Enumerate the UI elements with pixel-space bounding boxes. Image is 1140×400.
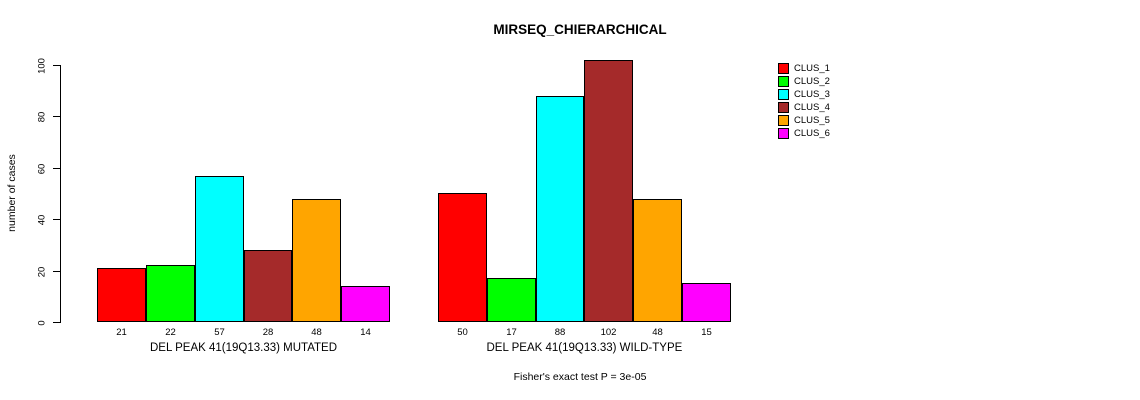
bar-value-label: 102 bbox=[600, 327, 617, 338]
bar bbox=[536, 96, 584, 322]
bar bbox=[633, 199, 682, 322]
bar-value-label: 21 bbox=[116, 327, 127, 338]
y-tick-label: 60 bbox=[36, 163, 48, 174]
y-tick bbox=[53, 65, 60, 66]
legend-label: CLUS_2 bbox=[794, 76, 830, 87]
y-tick bbox=[53, 322, 60, 323]
bar bbox=[146, 265, 195, 322]
legend-swatch bbox=[778, 89, 789, 100]
legend-label: CLUS_6 bbox=[794, 128, 830, 139]
chart-title: MIRSEQ_CHIERARCHICAL bbox=[493, 22, 667, 37]
legend-label: CLUS_3 bbox=[794, 89, 830, 100]
legend-item: CLUS_1 bbox=[778, 62, 830, 75]
y-tick-label: 80 bbox=[36, 111, 48, 122]
legend-label: CLUS_1 bbox=[794, 63, 830, 74]
y-tick-label: 0 bbox=[36, 319, 48, 326]
y-tick bbox=[53, 168, 60, 169]
bar-value-label: 15 bbox=[701, 327, 712, 338]
legend-item: CLUS_2 bbox=[778, 75, 830, 88]
bar-value-label: 17 bbox=[506, 327, 517, 338]
bar-value-label: 22 bbox=[165, 327, 176, 338]
legend-swatch bbox=[778, 102, 789, 113]
bar bbox=[584, 60, 633, 322]
bar-value-label: 48 bbox=[311, 327, 322, 338]
legend-swatch bbox=[778, 76, 789, 87]
group-label: DEL PEAK 41(19Q13.33) MUTATED bbox=[149, 342, 338, 354]
bar bbox=[487, 278, 536, 322]
bar bbox=[438, 193, 487, 322]
bar bbox=[341, 286, 390, 322]
y-tick bbox=[53, 271, 60, 272]
legend-label: CLUS_4 bbox=[794, 102, 830, 113]
bar bbox=[244, 250, 292, 322]
bar bbox=[97, 268, 146, 322]
y-tick bbox=[53, 116, 60, 117]
y-axis-line bbox=[60, 65, 61, 323]
legend: CLUS_1 CLUS_2 CLUS_3 CLUS_4 CLUS_5 CLUS_6 bbox=[778, 62, 830, 140]
y-tick-label: 20 bbox=[36, 266, 48, 277]
legend-item: CLUS_3 bbox=[778, 88, 830, 101]
legend-swatch bbox=[778, 128, 789, 139]
y-tick bbox=[53, 219, 60, 220]
bar-value-label: 14 bbox=[360, 327, 371, 338]
bar-value-label: 88 bbox=[554, 327, 566, 338]
bar-value-label: 48 bbox=[652, 327, 663, 338]
bar-value-label: 50 bbox=[457, 327, 468, 338]
y-tick-label: 40 bbox=[36, 214, 48, 225]
bar-value-label: 57 bbox=[214, 327, 225, 338]
bar bbox=[292, 199, 341, 322]
bar-value-label: 28 bbox=[262, 327, 274, 338]
bar bbox=[195, 176, 244, 322]
annotation-text: Fisher's exact test P = 3e-05 bbox=[513, 371, 647, 383]
legend-swatch bbox=[778, 115, 789, 126]
legend-swatch bbox=[778, 63, 789, 74]
legend-label: CLUS_5 bbox=[794, 115, 830, 126]
legend-item: CLUS_4 bbox=[778, 101, 830, 114]
group-label: DEL PEAK 41(19Q13.33) WILD-TYPE bbox=[486, 342, 683, 354]
bar bbox=[682, 283, 731, 322]
legend-item: CLUS_6 bbox=[778, 127, 830, 140]
y-tick-label: 100 bbox=[36, 57, 48, 74]
legend-item: CLUS_5 bbox=[778, 114, 830, 127]
